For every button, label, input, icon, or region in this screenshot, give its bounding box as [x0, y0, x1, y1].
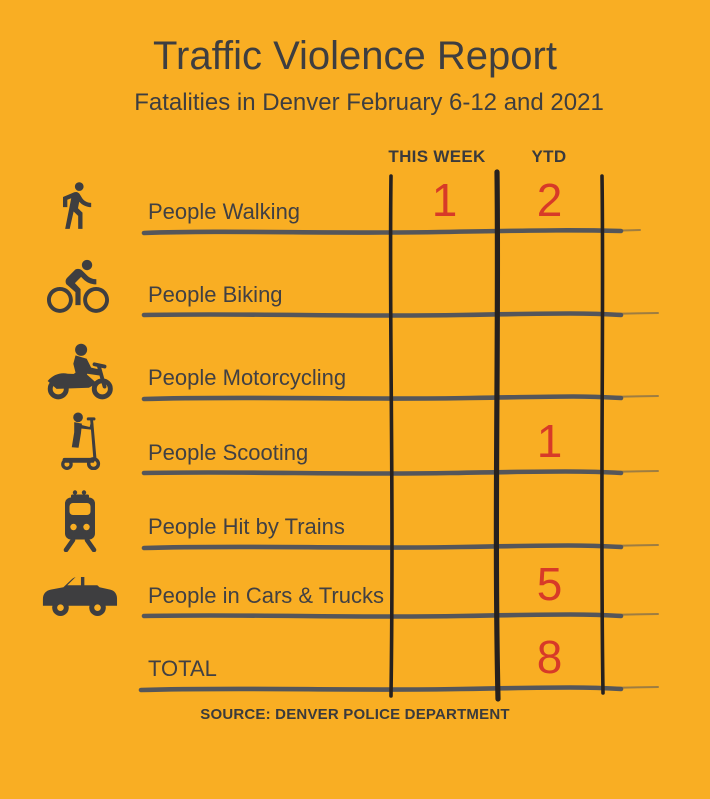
row-underline-tails: [603, 229, 659, 689]
row-label: People Scooting: [148, 440, 309, 465]
cell-this-week: [392, 558, 497, 610]
row-label: People in Cars & Trucks: [148, 583, 384, 608]
page-subtitle: Fatalities in Denver February 6-12 and 2…: [134, 89, 604, 116]
cell-ytd: [497, 257, 602, 309]
cell-this-week: [392, 340, 497, 392]
cell-ytd: [497, 489, 602, 541]
scooter-icon: [55, 412, 105, 470]
cell-this-week: [392, 257, 497, 309]
row-label: People Hit by Trains: [148, 514, 345, 539]
column-header-ytd: YTD: [531, 147, 567, 166]
row-label: People Biking: [148, 282, 283, 307]
row-label-total: TOTAL: [148, 656, 217, 681]
car-icon: [40, 570, 118, 620]
cell-ytd: 8: [536, 631, 563, 683]
train-icon: [58, 490, 104, 552]
motorcycle-icon: [44, 342, 116, 400]
cell-ytd: 5: [536, 558, 563, 610]
cell-ytd: [497, 340, 602, 392]
pedestrian-icon: [50, 176, 102, 234]
cell-this-week: [392, 489, 497, 541]
cell-this-week: 1: [431, 174, 458, 226]
row-label: People Motorcycling: [148, 365, 347, 390]
cell-this-week: [392, 415, 497, 467]
column-header-this-week: THIS WEEK: [388, 147, 486, 166]
page-title: Traffic Violence Report: [153, 34, 557, 78]
bicycle-icon: [42, 256, 114, 318]
cell-ytd: 2: [536, 174, 563, 226]
row-label: People Walking: [148, 199, 301, 224]
cell-this-week: [392, 631, 497, 683]
source-attribution: SOURCE: DENVER POLICE DEPARTMENT: [200, 706, 510, 723]
cell-ytd: 1: [536, 415, 563, 467]
